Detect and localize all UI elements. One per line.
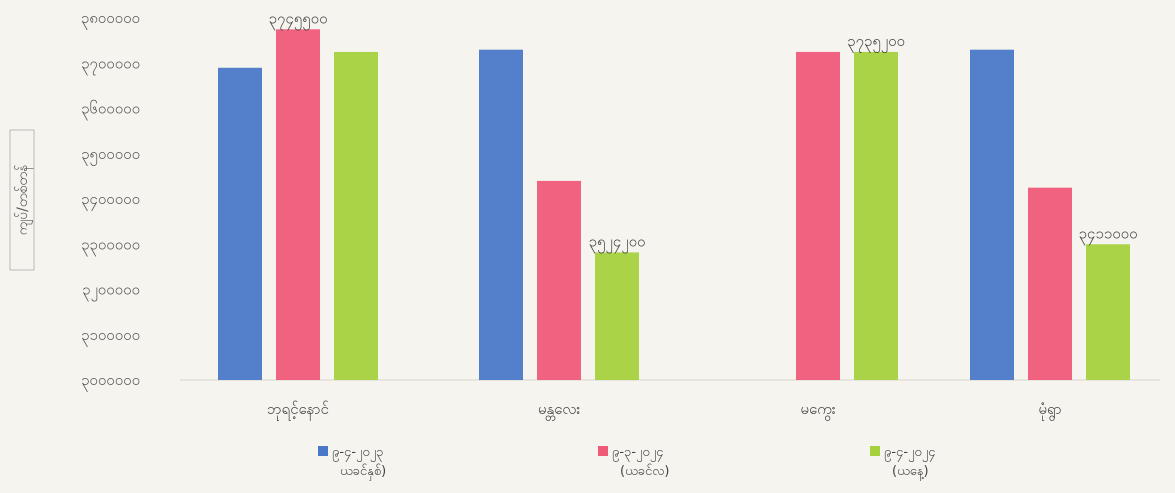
bar <box>479 49 523 381</box>
bar <box>537 180 581 380</box>
y-tick-label: ၃၁၀၀၀၀၀ <box>81 326 140 347</box>
legend-swatch <box>870 446 880 456</box>
legend-swatch <box>598 446 608 456</box>
x-tick-label: မကွေး <box>800 400 835 421</box>
bar <box>970 49 1014 381</box>
y-axis-title-frame <box>9 129 35 271</box>
legend-label: (ယနေ့) <box>892 464 929 481</box>
bar <box>1028 187 1072 380</box>
y-tick-label: ၃၂၀၀၀၀၀ <box>82 281 140 302</box>
bar <box>595 252 639 380</box>
y-tick-label: ၃၀၀၀၀၀၀ <box>81 371 140 392</box>
legend-label: ၉-၄-၂၀၂၄ <box>884 445 936 462</box>
data-label: ၃၇၃၅၂၀၀ <box>847 32 905 53</box>
data-label: ၃၅၂၄၂၀၀ <box>589 232 646 253</box>
y-tick-label: ၃၇၀၀၀၀၀ <box>81 54 140 75</box>
bar <box>334 51 378 380</box>
data-label: ၃၄၁၁၀၀၀ <box>1078 224 1137 245</box>
bar <box>276 29 320 380</box>
legend-swatch <box>318 446 328 456</box>
x-tick-label: မုံရွာ <box>1038 400 1061 421</box>
y-axis-title: ကျပ်/တစ်တန် <box>15 165 33 236</box>
bar <box>218 67 262 381</box>
y-tick-label: ၃၅၀၀၀၀၀ <box>81 145 140 166</box>
bar <box>796 51 840 380</box>
data-label: ၃၇၄၅၅၀၀ <box>268 9 327 30</box>
y-tick-label: ၃၄၀၀၀၀၀ <box>81 190 140 211</box>
bar <box>854 51 898 380</box>
x-tick-label: ဘုရင့်နောင် <box>267 400 329 421</box>
x-tick-label: မန္တလေး <box>538 400 581 421</box>
y-tick-label: ၃၆၀၀၀၀၀ <box>81 100 140 121</box>
bar <box>1086 244 1130 380</box>
legend-label: ၉-၃-၂၀၂၄ <box>612 445 664 462</box>
y-tick-label: ၃၈၀၀၀၀၀ <box>81 9 140 30</box>
legend-label: ၉-၄-၂၀၂၃ <box>332 445 383 462</box>
legend-label: ယခင်နှစ်) <box>340 463 386 481</box>
y-tick-label: ၃၃၀၀၀၀၀ <box>81 235 140 256</box>
legend-label: (ယခင်လ) <box>620 463 669 479</box>
y-axis-title-group: ကျပ်/တစ်တန် <box>9 129 35 271</box>
